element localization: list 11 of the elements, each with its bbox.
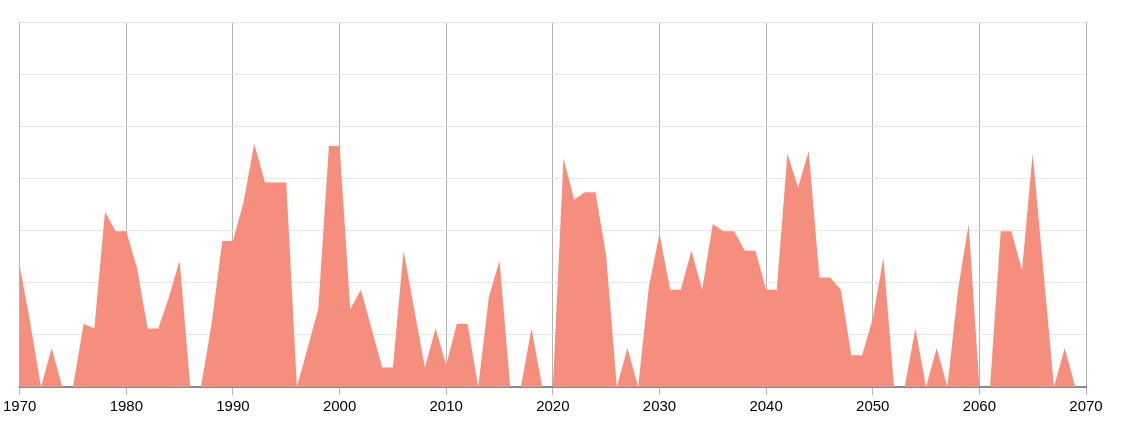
x-tick-label: 2020 (536, 397, 570, 415)
x-tick-label: 1990 (216, 397, 250, 415)
x-tick-label: 2010 (429, 397, 463, 415)
x-tick-label: 2030 (642, 397, 677, 415)
x-tick-label: 2060 (962, 397, 997, 415)
x-tick-label: 2070 (1069, 397, 1103, 415)
x-tick-label: 1970 (3, 397, 37, 415)
x-tick-label: 2040 (749, 397, 783, 415)
x-tick-label: 1980 (109, 397, 143, 415)
x-tick-label: 2050 (856, 397, 890, 415)
x-tick-label: 2000 (322, 397, 357, 415)
